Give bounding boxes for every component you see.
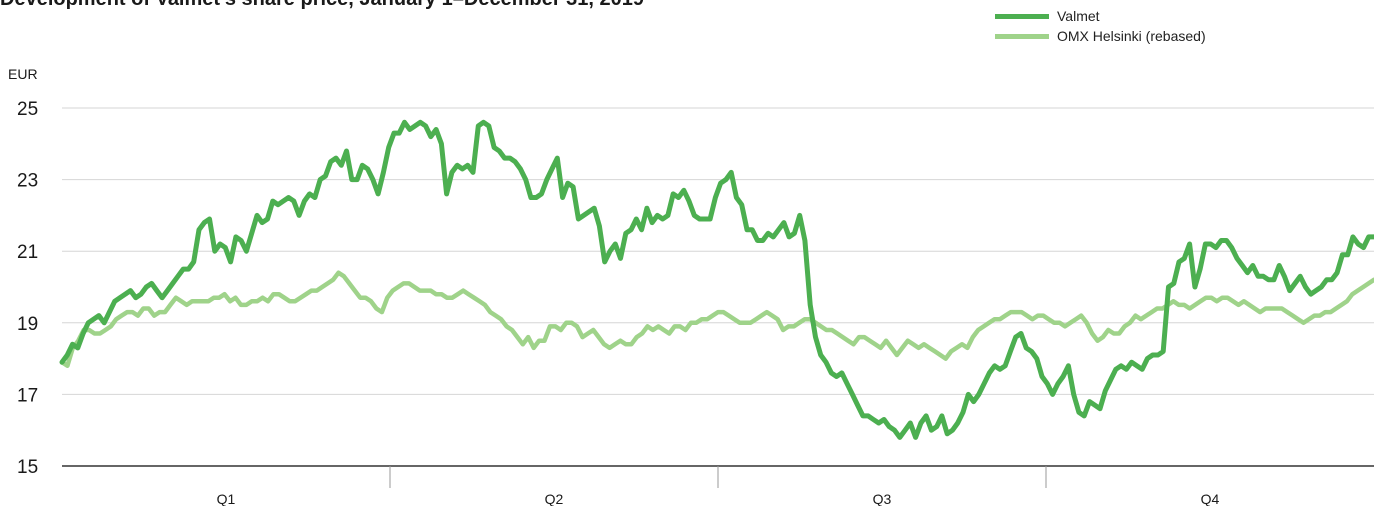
legend-swatch-valmet [995, 13, 1049, 19]
y-tick-label-21: 21 [17, 242, 38, 263]
legend-label-valmet: Valmet [1057, 8, 1100, 24]
series-line-valmet [59, 119, 1374, 440]
chart-legend: Valmet OMX Helsinki (rebased) [995, 6, 1206, 46]
y-tick-label-17: 17 [17, 385, 38, 406]
legend-label-omx: OMX Helsinki (rebased) [1057, 28, 1206, 44]
x-tick-label-q1: Q1 [217, 491, 236, 506]
legend-item-valmet: Valmet [995, 6, 1206, 26]
x-tick-label-q4: Q4 [1201, 491, 1220, 506]
legend-item-omx: OMX Helsinki (rebased) [995, 26, 1206, 46]
y-tick-label-25: 25 [17, 99, 38, 120]
y-tick-label-19: 19 [17, 314, 38, 335]
x-tick-label-q3: Q3 [873, 491, 892, 506]
x-tick-label-q2: Q2 [545, 491, 564, 506]
legend-swatch-omx [995, 33, 1049, 39]
y-tick-label-23: 23 [17, 171, 38, 192]
series-line-omx-helsinki [59, 270, 1374, 369]
y-tick-label-15: 15 [17, 457, 38, 478]
chart-title: Development of Valmet’s share price, Jan… [0, 0, 644, 11]
y-axis-unit-label: EUR [8, 66, 38, 82]
